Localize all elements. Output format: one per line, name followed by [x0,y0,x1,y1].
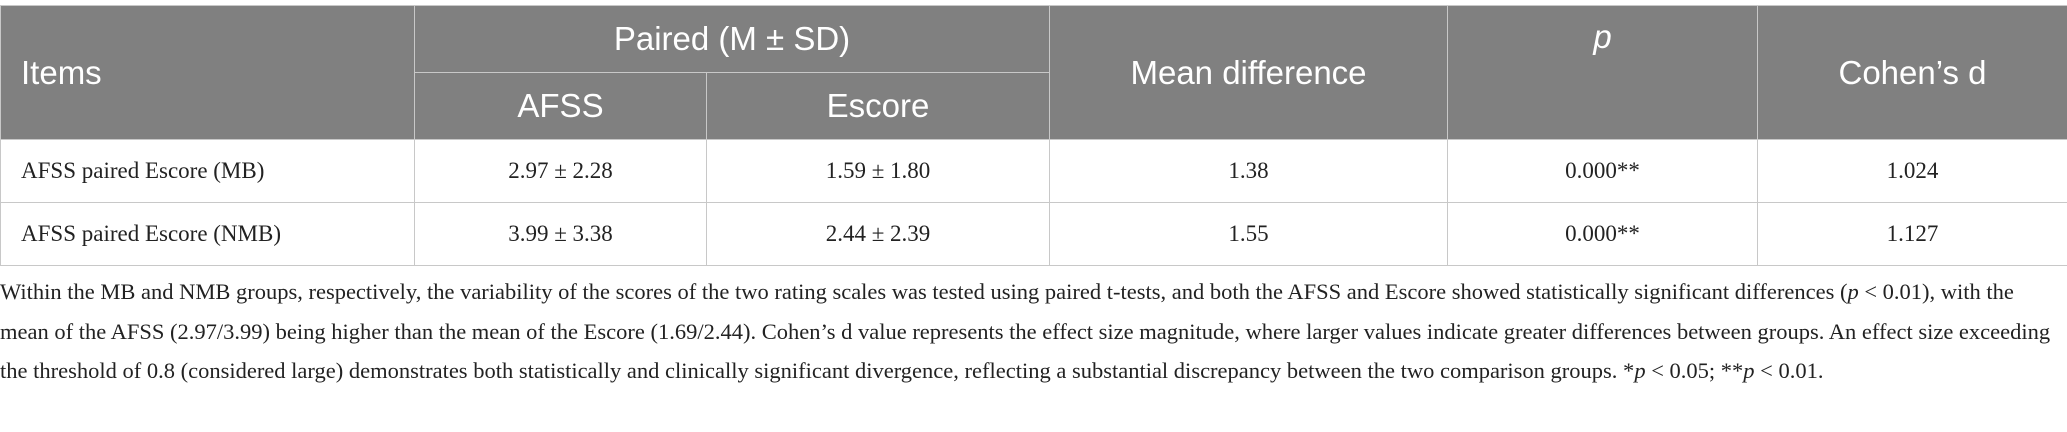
table-cell: 1.024 [1757,139,2067,203]
table-cell: AFSS paired Escore (MB) [0,139,415,203]
header-cell: Escore [705,72,1051,140]
footnote-text: p [1847,279,1859,304]
table-cell: AFSS paired Escore (NMB) [0,202,415,266]
table-cell: 1.38 [1049,139,1449,203]
footnote: Within the MB and NMB groups, respective… [0,272,2060,391]
table-row: AFSS paired Escore (MB) 2.97 ± 2.28 1.59 ±… [0,139,2067,203]
table-cell: 2.44 ± 2.39 [705,202,1051,266]
table-cell: 3.99 ± 3.38 [414,202,707,266]
footnote-text: < 0.01. [1754,358,1824,383]
footnote-text: < 0.01), with the mean of the AFSS (2.97… [0,279,2051,383]
results-table: Items Paired (M ± SD) Mean difference p … [0,5,2067,266]
header-cell: p [1447,5,1759,140]
footnote-text: < 0.05; ** [1645,358,1744,383]
table-cell: 0.000** [1447,139,1759,203]
header-cell: Paired (M ± SD) [413,5,1051,73]
footnote-text: Within the MB and NMB groups, respective… [0,279,1848,304]
header-cell: Cohen’s d [1757,5,2067,140]
table-row: AFSS paired Escore (NMB) 3.99 ± 3.38 2.44 … [0,202,2067,266]
header-cell: Mean difference [1049,5,1449,140]
table-cell: 2.97 ± 2.28 [414,139,707,203]
footnote-text: p [1743,358,1755,383]
footnote-text: p [1634,358,1646,383]
header-cell: AFSS [414,72,707,140]
table-body: AFSS paired Escore (MB) 2.97 ± 2.28 1.59 ±… [0,139,2067,266]
table-cell: 0.000** [1447,202,1759,266]
table-cell: 1.59 ± 1.80 [705,139,1051,203]
table-cell: 1.127 [1757,202,2067,266]
header-cell: Items [0,5,415,140]
table-cell: 1.55 [1049,202,1449,266]
